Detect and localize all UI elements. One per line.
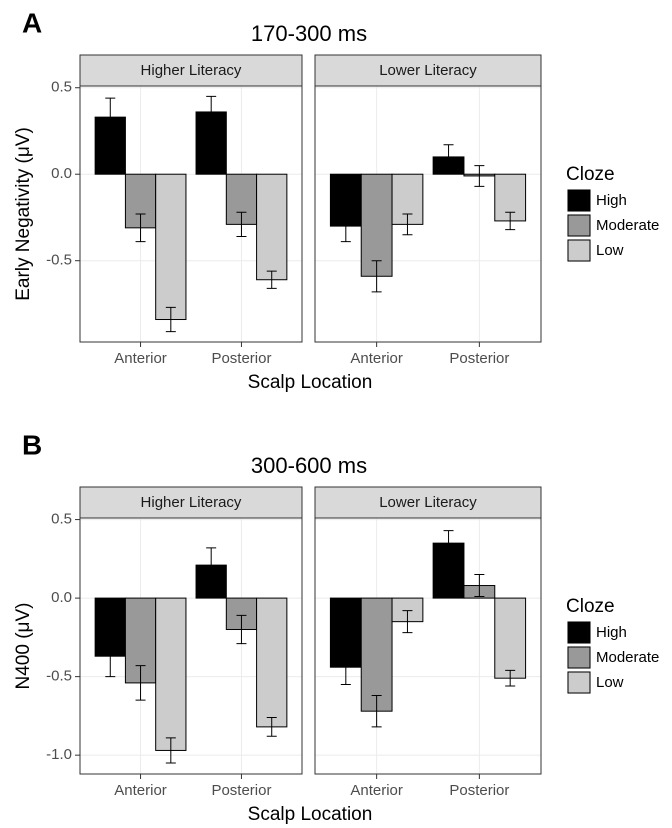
- error-bar: [402, 610, 413, 634]
- error-bar: [443, 530, 454, 557]
- x-tick-label: Posterior: [449, 782, 509, 799]
- error-bar: [105, 97, 116, 137]
- panel-border: [314, 517, 542, 775]
- error-bar: [206, 95, 217, 129]
- legend-label: High: [596, 192, 627, 209]
- error-bar: [165, 737, 176, 764]
- bar: [155, 173, 187, 321]
- legend-label: Low: [596, 242, 624, 259]
- facet-title: Higher Literacy: [141, 62, 242, 79]
- error-bar: [505, 211, 516, 231]
- legend-label: High: [596, 624, 627, 641]
- y-tick-label: 0.5: [51, 511, 72, 528]
- y-tick-label: 0.0: [51, 589, 72, 606]
- y-tick-label: -1.0: [46, 746, 72, 763]
- error-bar: [474, 165, 485, 187]
- facet-strip: [79, 486, 303, 519]
- legend-swatch: [567, 621, 591, 644]
- legend-swatch: [567, 214, 591, 237]
- error-bar: [165, 306, 176, 333]
- y-axis-title: N400 (μV): [13, 603, 34, 690]
- error-bar: [105, 635, 116, 678]
- error-bar: [206, 547, 217, 583]
- error-bar: [135, 213, 146, 243]
- panel-border: [79, 85, 303, 343]
- error-bar: [135, 665, 146, 701]
- error-bar: [236, 614, 247, 645]
- bar: [256, 173, 288, 281]
- chart-title: 300-600 ms: [251, 453, 367, 478]
- error-bar: [340, 649, 351, 685]
- error-bar: [371, 260, 382, 293]
- chart-title: 170-300 ms: [251, 21, 367, 46]
- error-bar: [505, 669, 516, 687]
- y-tick-label: -0.5: [46, 252, 72, 269]
- error-bar: [474, 574, 485, 598]
- x-axis-title: Scalp Location: [248, 372, 373, 393]
- error-bar: [266, 270, 277, 289]
- error-bar: [443, 144, 454, 170]
- x-tick-label: Anterior: [114, 350, 167, 367]
- facet-strip: [79, 54, 303, 87]
- facet-title: Lower Literacy: [379, 62, 477, 79]
- y-tick-label: 0.5: [51, 79, 72, 96]
- legend-label: Low: [596, 674, 624, 691]
- panel-label: A: [22, 7, 42, 38]
- panel-border: [314, 85, 542, 343]
- facet-strip: [314, 54, 542, 87]
- legend-swatch: [567, 646, 591, 669]
- legend-title: Cloze: [566, 164, 615, 185]
- bar: [494, 597, 527, 679]
- legend-label: Moderate: [596, 217, 659, 234]
- bar: [256, 597, 288, 728]
- x-tick-label: Anterior: [350, 350, 403, 367]
- legend-label: Moderate: [596, 649, 659, 666]
- legend-swatch: [567, 189, 591, 212]
- x-tick-label: Anterior: [350, 782, 403, 799]
- y-axis-title: Early Negativity (μV): [13, 127, 34, 301]
- panel-border: [79, 517, 303, 775]
- panel-label: B: [22, 429, 42, 460]
- legend-swatch: [567, 671, 591, 694]
- x-axis-title: Scalp Location: [248, 804, 373, 825]
- facet-title: Higher Literacy: [141, 494, 242, 511]
- x-tick-label: Posterior: [211, 782, 271, 799]
- legend-swatch: [567, 239, 591, 262]
- x-tick-label: Posterior: [211, 350, 271, 367]
- bar: [360, 173, 393, 277]
- facet-strip: [314, 486, 542, 519]
- legend-title: Cloze: [566, 596, 615, 617]
- y-tick-label: -0.5: [46, 668, 72, 685]
- error-bar: [371, 694, 382, 728]
- bar: [360, 597, 393, 712]
- y-tick-label: 0.0: [51, 165, 72, 182]
- error-bar: [266, 716, 277, 737]
- error-bar: [236, 211, 247, 237]
- error-bar: [402, 213, 413, 236]
- bar: [155, 597, 187, 751]
- x-tick-label: Anterior: [114, 782, 167, 799]
- x-tick-label: Posterior: [449, 350, 509, 367]
- error-bar: [340, 210, 351, 243]
- facet-title: Lower Literacy: [379, 494, 477, 511]
